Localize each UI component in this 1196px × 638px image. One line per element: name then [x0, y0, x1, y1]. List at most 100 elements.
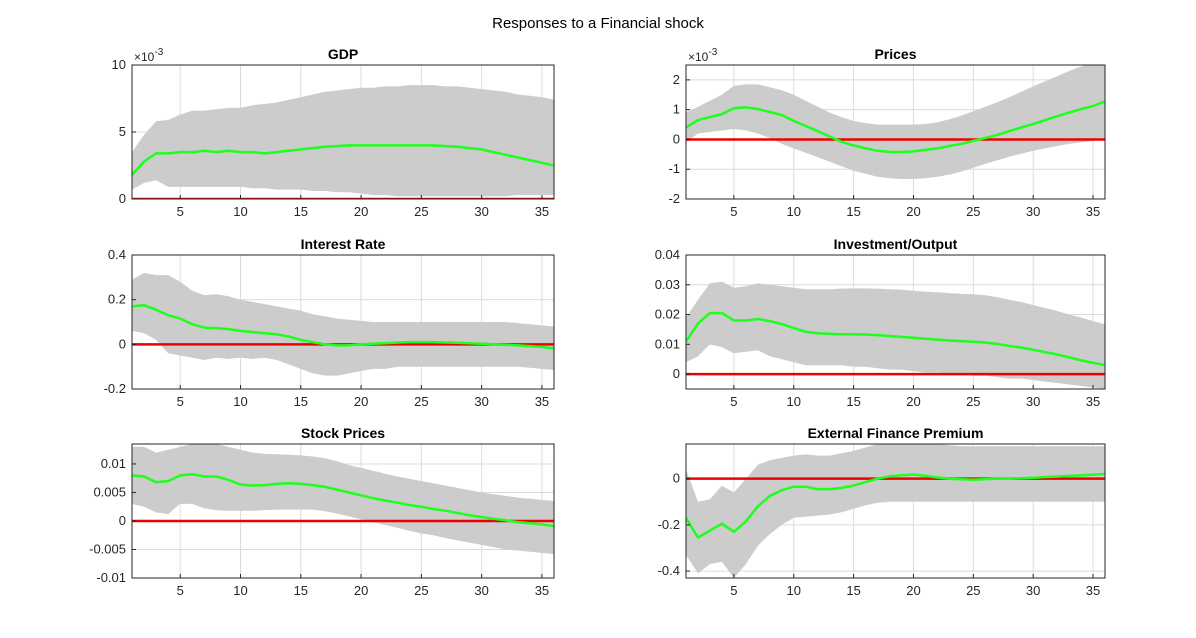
- x-tick-label: 20: [354, 394, 368, 409]
- x-tick-label: 10: [233, 394, 247, 409]
- y-tick-label: -0.2: [104, 381, 126, 396]
- confidence-band: [132, 272, 554, 376]
- x-tick-label: 15: [846, 394, 860, 409]
- panel-6: 5 10 15 20 25 30 35 -0.4 -0.2 0 External Finance P…: [658, 425, 1106, 598]
- y-tick-label: 0.005: [93, 484, 126, 499]
- x-tick-label: 20: [906, 394, 920, 409]
- y-tick-label: 0.4: [108, 247, 126, 262]
- axes-frame: [685, 64, 1106, 200]
- y-tick-label: 1: [673, 102, 680, 117]
- median-response-line: [686, 311, 1105, 367]
- x-tick-label: 10: [787, 583, 801, 598]
- x-tick-label: 5: [730, 394, 737, 409]
- y-tick-label: 5: [119, 124, 126, 139]
- plot-area: [132, 272, 554, 376]
- confidence-band: [686, 65, 1105, 179]
- median-response-line: [686, 100, 1105, 154]
- x-tick-label: 20: [906, 204, 920, 219]
- confidence-band: [132, 444, 554, 555]
- axes-frame: [131, 443, 555, 579]
- x-tick-label: 25: [414, 583, 428, 598]
- panel-title: Prices: [874, 46, 916, 62]
- x-tick-label: 35: [535, 394, 549, 409]
- panel-title: GDP: [328, 46, 358, 62]
- x-tick-label: 20: [354, 204, 368, 219]
- median-response-line: [132, 144, 554, 176]
- y-tick-label: 0.2: [108, 292, 126, 307]
- plot-area: [686, 281, 1105, 389]
- axes-frame: [131, 254, 555, 390]
- x-tick-label: 20: [906, 583, 920, 598]
- x-tick-label: 10: [787, 204, 801, 219]
- x-tick-label: 35: [1086, 394, 1100, 409]
- median-response-line: [132, 472, 554, 528]
- y-tick-label: 0.02: [655, 307, 680, 322]
- x-tick-label: 30: [1026, 394, 1040, 409]
- x-tick-label: 5: [177, 394, 184, 409]
- x-tick-label: 20: [354, 583, 368, 598]
- x-tick-label: 35: [1086, 204, 1100, 219]
- x-tick-label: 30: [1026, 204, 1040, 219]
- figure-title: Responses to a Financial shock: [492, 15, 704, 32]
- x-tick-label: 25: [966, 583, 980, 598]
- y-tick-label: 0: [119, 191, 126, 206]
- y-tick-label: 2: [673, 72, 680, 87]
- y-tick-label: -0.005: [89, 541, 126, 556]
- x-tick-label: 25: [414, 204, 428, 219]
- x-tick-label: 35: [535, 583, 549, 598]
- median-response-line: [686, 472, 1105, 539]
- x-tick-label: 15: [294, 394, 308, 409]
- x-tick-label: 35: [1086, 583, 1100, 598]
- x-tick-label: 25: [966, 394, 980, 409]
- x-tick-label: 5: [730, 204, 737, 219]
- plot-area: [132, 85, 554, 199]
- x-tick-label: 15: [294, 204, 308, 219]
- y-tick-label: -0.01: [96, 570, 126, 585]
- panel-title: External Finance Premium: [808, 425, 984, 441]
- y-tick-label: -0.4: [658, 563, 680, 578]
- x-tick-label: 10: [787, 394, 801, 409]
- x-tick-label: 15: [846, 204, 860, 219]
- confidence-band: [132, 85, 554, 197]
- y-tick-label: 10: [112, 57, 126, 72]
- panel-title: Stock Prices: [301, 425, 385, 441]
- x-tick-label: 5: [177, 583, 184, 598]
- panel-title: Interest Rate: [301, 236, 386, 252]
- x-tick-label: 30: [474, 583, 488, 598]
- y-tick-label: 0.03: [655, 277, 680, 292]
- y-tick-label: 0: [673, 366, 680, 381]
- axes-frame: [685, 254, 1106, 390]
- y-tick-label: 0.01: [101, 456, 126, 471]
- plot-area: [132, 444, 554, 555]
- y-tick-label: -1: [668, 161, 680, 176]
- y-tick-label: 0: [119, 336, 126, 351]
- panel-3: 5 10 15 20 25 30 35 -0.2 0 0.2 0.4 Interest Rate: [104, 236, 555, 409]
- x-tick-label: 30: [474, 394, 488, 409]
- y-tick-label: 0: [119, 513, 126, 528]
- plot-area: [686, 444, 1105, 578]
- y-tick-label: 0: [673, 131, 680, 146]
- y-tick-label: 0.04: [655, 247, 680, 262]
- y-tick-label: 0: [673, 471, 680, 486]
- x-tick-label: 15: [846, 583, 860, 598]
- x-tick-label: 30: [474, 204, 488, 219]
- median-response-line: [132, 304, 554, 350]
- y-tick-label: 0.01: [655, 336, 680, 351]
- panel-title: Investment/Output: [834, 236, 958, 252]
- y-tick-label: -2: [668, 191, 680, 206]
- panel-4: 5 10 15 20 25 30 35 0 0.01 0.02 0.03 0.04 Investment…: [655, 236, 1106, 409]
- y-tick-label: -0.2: [658, 517, 680, 532]
- x-tick-label: 5: [730, 583, 737, 598]
- panel-5: 5 10 15 20 25 30 35 -0.01 -0.005 0 0.005 0.01 Stock …: [89, 425, 555, 598]
- x-tick-label: 15: [294, 583, 308, 598]
- x-tick-label: 10: [233, 583, 247, 598]
- x-tick-label: 25: [414, 394, 428, 409]
- x-tick-label: 25: [966, 204, 980, 219]
- x-tick-label: 35: [535, 204, 549, 219]
- x-tick-label: 10: [233, 204, 247, 219]
- axes-frame: [685, 443, 1106, 579]
- plot-area: [686, 65, 1105, 179]
